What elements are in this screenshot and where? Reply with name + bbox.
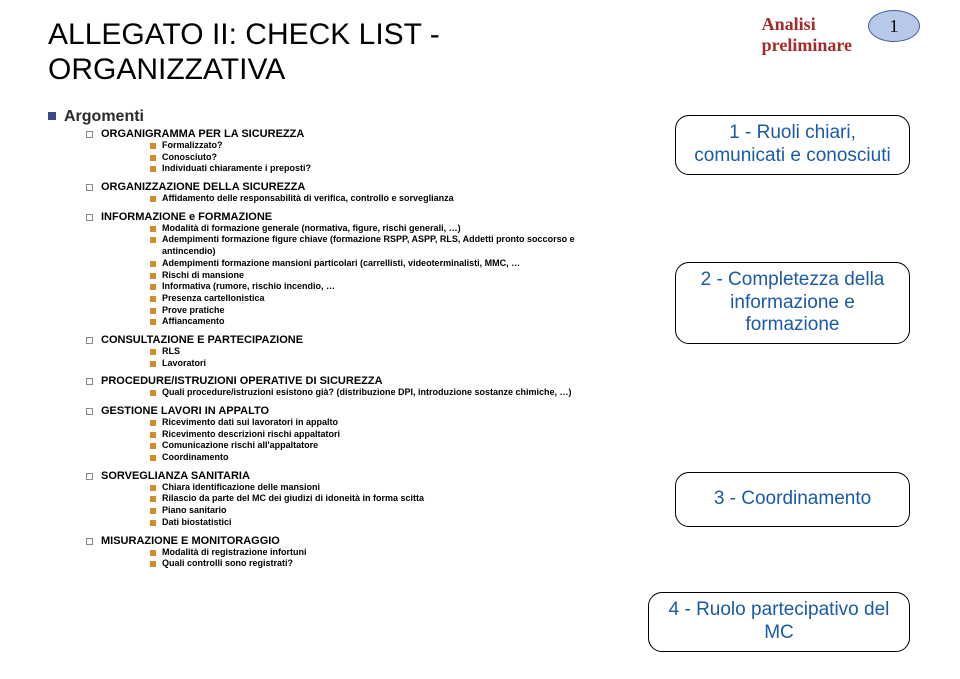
bullet-icon: [150, 226, 156, 232]
callout-1: 1 - Ruoli chiari, comunicati e conosciut…: [675, 115, 910, 175]
section-organigramma: ORGANIGRAMMA PER LA SICUREZZA Formalizza…: [48, 128, 628, 175]
bullet-icon: [86, 214, 93, 221]
bullet-icon: [150, 143, 156, 149]
bullet-icon: [150, 390, 156, 396]
bullet-icon: [86, 184, 93, 191]
bullet-icon: [150, 349, 156, 355]
bullet-icon: [150, 443, 156, 449]
section-misurazione: MISURAZIONE E MONITORAGGIO Modalità di r…: [48, 535, 628, 570]
bullet-icon: [150, 155, 156, 161]
title-line1: ALLEGATO II: CHECK LIST -: [48, 18, 440, 51]
bullet-icon: [150, 166, 156, 172]
bullet-icon: [150, 284, 156, 290]
bullet-icon: [86, 378, 93, 385]
bullet-icon: [150, 308, 156, 314]
callout-4: 4 - Ruolo partecipativo del MC: [648, 592, 910, 652]
title-line2: ORGANIZZATIVA: [48, 53, 285, 86]
bullet-icon: [150, 485, 156, 491]
section-appalto: GESTIONE LAVORI IN APPALTO Ricevimento d…: [48, 405, 628, 464]
bullet-icon: [150, 420, 156, 426]
bullet-icon: [48, 112, 56, 120]
argomenti-head: Argomenti: [48, 108, 628, 126]
bullet-icon: [150, 455, 156, 461]
callout-3: 3 - Coordinamento: [675, 472, 910, 527]
bullet-icon: [150, 261, 156, 267]
step-badge: 1: [868, 10, 920, 42]
bullet-icon: [86, 408, 93, 415]
bullet-icon: [150, 237, 156, 243]
section-informazione: INFORMAZIONE e FORMAZIONE Modalità di fo…: [48, 211, 628, 328]
bullet-icon: [86, 538, 93, 545]
bullet-icon: [150, 296, 156, 302]
section-sorveglianza: SORVEGLIANZA SANITARIA Chiara identifica…: [48, 470, 628, 529]
section-organizzazione: ORGANIZZAZIONE DELLA SICUREZZA Affidamen…: [48, 181, 628, 205]
content-column: Argomenti ORGANIGRAMMA PER LA SICUREZZA …: [48, 108, 628, 570]
bullet-icon: [86, 131, 93, 138]
bullet-icon: [150, 561, 156, 567]
bullet-icon: [86, 473, 93, 480]
analisi-preliminare: Analisi preliminare: [762, 14, 852, 55]
callout-2: 2 - Completezza della informazione e for…: [675, 262, 910, 344]
bullet-icon: [150, 361, 156, 367]
section-procedure: PROCEDURE/ISTRUZIONI OPERATIVE DI SICURE…: [48, 375, 628, 399]
section-consultazione: CONSULTAZIONE E PARTECIPAZIONE RLS Lavor…: [48, 334, 628, 369]
bullet-icon: [86, 337, 93, 344]
bullet-icon: [150, 196, 156, 202]
bullet-icon: [150, 319, 156, 325]
bullet-icon: [150, 520, 156, 526]
bullet-icon: [150, 550, 156, 556]
page-title: ALLEGATO II: CHECK LIST - ORGANIZZATIVA: [48, 18, 440, 87]
bullet-icon: [150, 273, 156, 279]
bullet-icon: [150, 432, 156, 438]
bullet-icon: [150, 508, 156, 514]
bullet-icon: [150, 496, 156, 502]
